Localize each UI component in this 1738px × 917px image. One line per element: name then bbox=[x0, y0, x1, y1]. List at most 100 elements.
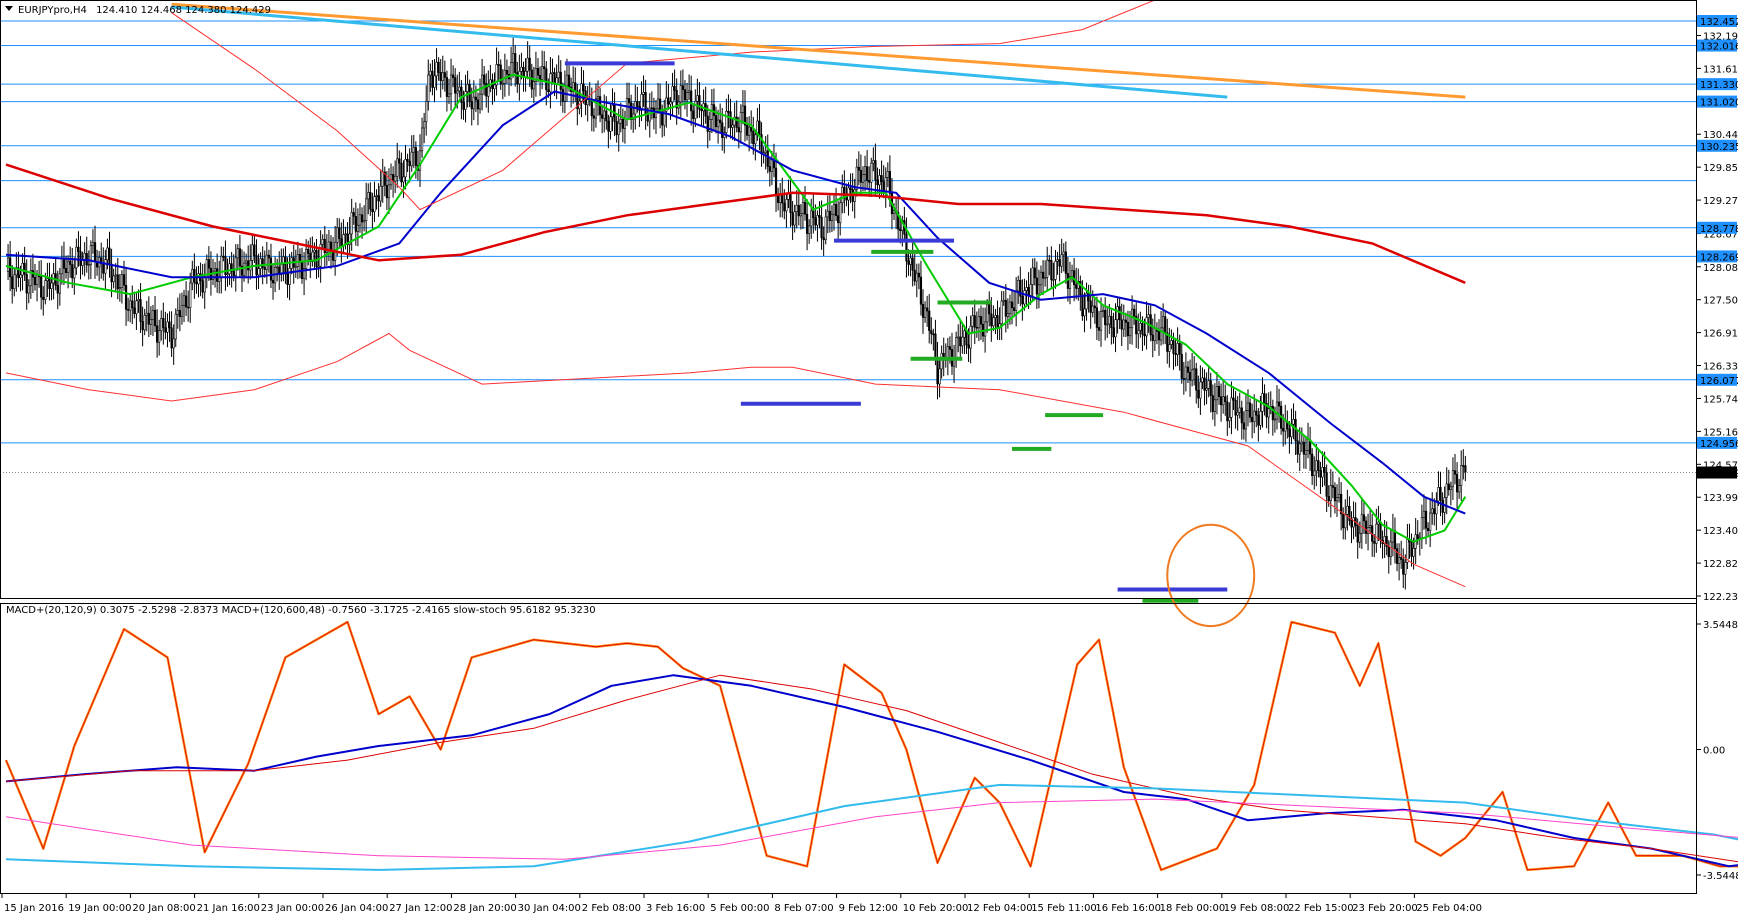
candle-bull bbox=[1377, 521, 1380, 525]
candle-bear bbox=[1097, 327, 1101, 331]
candle-bear bbox=[719, 119, 722, 123]
candle-bear bbox=[698, 95, 701, 110]
candle-bull bbox=[1451, 470, 1455, 488]
level-price-tag bbox=[1697, 250, 1737, 263]
candle-bear bbox=[1010, 301, 1014, 309]
candle-bear bbox=[437, 61, 440, 73]
candle-bull bbox=[176, 310, 179, 315]
candle-bear bbox=[315, 249, 318, 267]
candle-bear bbox=[460, 86, 463, 103]
candle-bear bbox=[812, 210, 815, 219]
candle-bull bbox=[1335, 497, 1339, 502]
candle-bear bbox=[667, 97, 670, 105]
candle-bear bbox=[79, 251, 82, 266]
candle-bull bbox=[1056, 259, 1059, 262]
level-price-tag bbox=[1697, 39, 1737, 52]
candle-bear bbox=[1416, 534, 1419, 540]
candle-bear bbox=[774, 167, 778, 196]
indicator-tick-label: 3.5448 bbox=[1703, 620, 1738, 631]
candle-bear bbox=[1317, 460, 1320, 471]
time-tick-label: 8 Feb 07:00 bbox=[774, 903, 833, 914]
candle-bear bbox=[553, 72, 556, 84]
candle-bull bbox=[180, 304, 184, 317]
candle-bull bbox=[350, 212, 353, 235]
candle-bull bbox=[1122, 319, 1125, 330]
candle-bull bbox=[427, 74, 430, 102]
candle-bull bbox=[311, 251, 314, 263]
candle-bear bbox=[1209, 380, 1212, 396]
candle-bull bbox=[487, 86, 490, 97]
price-pane[interactable] bbox=[0, 0, 1696, 628]
candle-bull bbox=[795, 204, 798, 212]
candle-bear bbox=[1166, 332, 1169, 352]
candle-bear bbox=[576, 90, 579, 110]
stoch-signal-line bbox=[5, 621, 1738, 871]
candle-bull bbox=[104, 259, 107, 274]
candle-bull bbox=[1313, 470, 1316, 477]
candle-bull bbox=[1292, 419, 1295, 425]
blue-average-line bbox=[5, 90, 1466, 515]
candle-bull bbox=[1162, 316, 1165, 329]
collapse-triangle-icon[interactable] bbox=[5, 6, 13, 11]
candle-bull bbox=[685, 92, 689, 101]
candle-bull bbox=[466, 84, 469, 92]
candle-bull bbox=[363, 220, 366, 223]
candle-bull bbox=[19, 274, 22, 279]
candle-bull bbox=[1046, 259, 1049, 278]
candle-bull bbox=[816, 215, 819, 226]
candle-bear bbox=[1041, 271, 1045, 279]
candle-bull bbox=[1284, 421, 1287, 432]
candle-bull bbox=[1375, 523, 1378, 544]
candle-bull bbox=[1184, 366, 1187, 380]
candle-bear bbox=[745, 124, 749, 136]
candle-bull bbox=[166, 321, 169, 333]
candle-bear bbox=[936, 358, 939, 385]
time-tick-label: 23 Jan 00:00 bbox=[261, 903, 324, 914]
candle-bull bbox=[1170, 340, 1173, 345]
candle-bull bbox=[969, 325, 972, 349]
candle-bull bbox=[1137, 329, 1140, 335]
candle-bull bbox=[1404, 562, 1407, 575]
candle-bull bbox=[365, 198, 368, 221]
candle-bull bbox=[478, 93, 482, 110]
candle-bear bbox=[1004, 299, 1007, 317]
candle-bear bbox=[528, 57, 531, 71]
candle-bear bbox=[917, 272, 920, 278]
level-price-tag bbox=[1697, 139, 1737, 152]
candle-bear bbox=[1350, 520, 1353, 528]
candle-bull bbox=[317, 265, 320, 268]
candle-bear bbox=[932, 333, 935, 336]
candle-bear bbox=[1410, 541, 1413, 557]
indicator-pane[interactable] bbox=[4, 620, 1738, 873]
candle-bear bbox=[391, 174, 395, 182]
candle-bear bbox=[911, 257, 914, 271]
candle-bull bbox=[294, 266, 297, 268]
candle-bull bbox=[120, 274, 124, 288]
candle-bear bbox=[692, 110, 695, 119]
candle-bull bbox=[617, 122, 620, 136]
candle-bear bbox=[127, 309, 130, 311]
candle-bear bbox=[1319, 470, 1322, 478]
candle-bear bbox=[398, 158, 401, 164]
candle-bear bbox=[996, 315, 999, 329]
level-price-label: 124.956 bbox=[1700, 439, 1738, 450]
candle-bull bbox=[91, 242, 95, 246]
candle-bull bbox=[656, 98, 660, 110]
time-tick-label: 26 Jan 04:00 bbox=[325, 903, 388, 914]
candle-bear bbox=[1093, 305, 1096, 308]
candle-bear bbox=[42, 296, 45, 300]
candle-bear bbox=[1164, 316, 1167, 334]
price-tick-label: 132.195 bbox=[1703, 31, 1738, 42]
candle-bull bbox=[203, 277, 206, 293]
candle-bull bbox=[640, 94, 643, 111]
candle-bull bbox=[551, 72, 554, 75]
candle-bull bbox=[220, 255, 223, 278]
candle-bear bbox=[354, 216, 357, 232]
candle-bull bbox=[149, 319, 153, 325]
candle-bull bbox=[6, 257, 10, 272]
candle-bull bbox=[994, 315, 997, 318]
candle-bear bbox=[605, 110, 608, 122]
candle-bear bbox=[1387, 546, 1390, 558]
candle-bull bbox=[1037, 284, 1041, 295]
